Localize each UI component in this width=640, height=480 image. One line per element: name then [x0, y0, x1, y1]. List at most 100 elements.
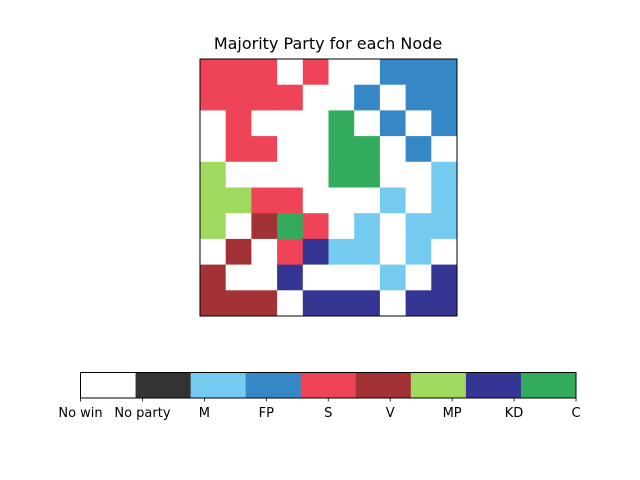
heatmap-cell — [354, 161, 381, 188]
colorbar-swatch — [245, 372, 302, 398]
heatmap-cell — [431, 110, 458, 137]
heatmap-cell — [302, 59, 329, 86]
heatmap-cell — [277, 238, 304, 266]
heatmap-cell — [405, 136, 432, 163]
heatmap-cell — [277, 110, 304, 137]
chart-title: Majority Party for each Node — [214, 34, 442, 53]
heatmap-cell — [354, 84, 381, 111]
heatmap-cell — [354, 187, 381, 214]
heatmap-cell — [251, 187, 278, 214]
colorbar-swatch — [135, 372, 192, 398]
heatmap-cell — [431, 84, 458, 111]
heatmap-cell — [225, 161, 252, 188]
heatmap-cell — [225, 84, 252, 111]
heatmap-cell — [354, 238, 381, 266]
heatmap-cell — [405, 161, 432, 188]
heatmap-cell — [200, 264, 227, 291]
heatmap-cell — [302, 84, 329, 111]
heatmap-cell — [379, 136, 407, 163]
heatmap-cell — [277, 290, 304, 317]
colorbar-ticks: No win No party M FP S V MP KD C — [58, 398, 581, 421]
heatmap-cell — [251, 238, 278, 266]
colorbar-swatch — [355, 372, 412, 398]
heatmap-cell — [328, 161, 355, 188]
heatmap-cell — [251, 84, 278, 111]
heatmap-cell — [328, 238, 355, 266]
heatmap-cell — [200, 136, 227, 163]
heatmap-cell — [251, 161, 278, 188]
heatmap-cell — [354, 59, 381, 86]
heatmap-cell — [302, 213, 329, 240]
heatmap-cell — [379, 59, 407, 86]
heatmap-cell — [200, 84, 227, 111]
heatmap-cell — [354, 290, 381, 317]
heatmap-cell — [277, 264, 304, 291]
heatmap-cell — [200, 59, 227, 86]
heatmap-cell — [251, 136, 278, 163]
heatmap-cell — [251, 110, 278, 137]
heatmap-cell — [379, 161, 407, 188]
colorbar-swatch — [520, 372, 577, 398]
heatmap-cell — [302, 136, 329, 163]
colorbar-tick-label: C — [571, 406, 580, 421]
heatmap-cell — [379, 238, 407, 266]
heatmap-cell — [354, 213, 381, 240]
colorbar-tick-label: FP — [259, 406, 274, 421]
heatmap-cell — [328, 84, 355, 111]
heatmap-cell — [200, 238, 227, 266]
colorbar-tick-label: S — [324, 406, 332, 421]
colorbar-swatch — [410, 372, 467, 398]
heatmap-cell — [302, 161, 329, 188]
heatmap-cell — [379, 290, 407, 317]
heatmap-cell — [405, 59, 432, 86]
heatmap-cell — [328, 290, 355, 317]
heatmap-cell — [225, 110, 252, 137]
heatmap-cell — [431, 264, 458, 291]
heatmap-cell — [302, 110, 329, 137]
colorbar-tick-label: MP — [443, 406, 462, 421]
heatmap-cell — [225, 213, 252, 240]
colorbar-tick-label: V — [386, 406, 395, 421]
heatmap-cell — [225, 238, 252, 266]
heatmap-cell — [302, 238, 329, 266]
heatmap-cell — [379, 84, 407, 111]
heatmap-cell — [328, 213, 355, 240]
heatmap-cell — [354, 264, 381, 291]
heatmap-cell — [431, 213, 458, 240]
heatmap-cell — [405, 290, 432, 317]
heatmap-cell — [328, 136, 355, 163]
colorbar-swatch — [80, 372, 137, 398]
heatmap-cell — [200, 110, 227, 137]
heatmap-cell — [277, 136, 304, 163]
heatmap-cell — [200, 290, 227, 317]
colorbar-tick-label: KD — [505, 406, 524, 421]
heatmap-cell — [302, 290, 329, 317]
heatmap-cell — [277, 161, 304, 188]
heatmap-cell — [328, 264, 355, 291]
heatmap-cell — [277, 84, 304, 111]
heatmap-cell — [225, 136, 252, 163]
heatmap-cell — [200, 161, 227, 188]
heatmap-cell — [431, 238, 458, 266]
heatmap-cell — [405, 213, 432, 240]
heatmap-cell — [225, 59, 252, 86]
heatmap-frame — [199, 58, 458, 317]
colorbar-swatch — [190, 372, 247, 398]
heatmap-cell — [225, 187, 252, 214]
heatmap-cell — [277, 187, 304, 214]
heatmap-cell — [405, 110, 432, 137]
heatmap-cell — [431, 187, 458, 214]
heatmap-cell — [431, 290, 458, 317]
heatmap-cell — [379, 213, 407, 240]
heatmap-cell — [405, 264, 432, 291]
heatmap-cell — [251, 59, 278, 86]
heatmap-cell — [354, 110, 381, 137]
heatmap-cell — [405, 84, 432, 111]
heatmap-cell — [251, 290, 278, 317]
heatmap-cell — [200, 213, 227, 240]
heatmap-cell — [225, 264, 252, 291]
heatmap-cell — [277, 59, 304, 86]
heatmap-cell — [225, 290, 252, 317]
heatmap-cell — [302, 187, 329, 214]
